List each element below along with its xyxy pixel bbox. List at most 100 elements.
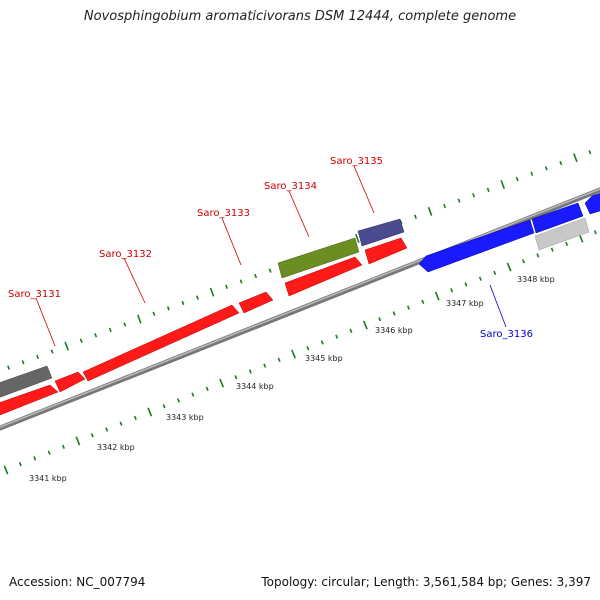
- reverse-genes: [418, 193, 600, 273]
- gene-arrow-gray-left: [0, 365, 53, 398]
- outer-tick: [94, 333, 98, 338]
- inner-tick: [434, 291, 440, 301]
- inner-tick: [378, 317, 382, 322]
- map-title: Novosphingobium aromaticivorans DSM 1244…: [83, 9, 517, 24]
- inner-tick: [234, 375, 238, 380]
- inner-tick: [421, 299, 425, 305]
- outer-tick: [64, 341, 69, 351]
- kbp-label-3342: 3342 kbp: [97, 443, 135, 452]
- inner-tick: [320, 340, 324, 345]
- outer-tick: [181, 300, 185, 306]
- callout-saro-3132: [123, 257, 146, 304]
- outer-tick: [559, 160, 563, 166]
- gene-arrow-blue-3: [584, 193, 600, 215]
- outer-tick: [137, 314, 142, 324]
- inner-tick: [464, 282, 468, 287]
- outer-tick: [486, 187, 490, 193]
- inner-tick: [277, 357, 281, 363]
- kbp-label-3341: 3341 kbp: [29, 474, 67, 483]
- inner-tick: [521, 259, 525, 264]
- inner-tick: [306, 346, 310, 351]
- inner-tick: [133, 415, 137, 421]
- gene-arrow-red-left: [0, 384, 59, 416]
- inner-tick: [392, 311, 396, 316]
- outer-tick: [225, 284, 228, 289]
- inner-tick: [18, 462, 22, 467]
- inner-tick: [62, 444, 65, 449]
- outer-tick: [152, 311, 156, 316]
- kbp-label-3347: 3347 kbp: [446, 299, 484, 308]
- outer-tick: [355, 233, 360, 243]
- inner-tick: [263, 363, 267, 368]
- gene-label-saro-3132: Saro_3132: [99, 249, 152, 260]
- outer-tick: [443, 203, 447, 209]
- inner-tick: [536, 253, 540, 258]
- inner-tick: [335, 334, 339, 339]
- inner-tick: [506, 262, 512, 272]
- gene-arrow-saro-3133: [238, 291, 274, 314]
- inner-tick: [176, 398, 180, 403]
- inner-tick: [205, 386, 209, 392]
- callout-saro-3136: [489, 284, 507, 328]
- label-callouts: [35, 165, 507, 347]
- outer-tick: [414, 214, 417, 219]
- inner-tick: [90, 433, 94, 438]
- callout-saro-3134: [288, 190, 310, 238]
- outer-tick: [457, 198, 461, 203]
- outer-tick: [79, 338, 83, 343]
- inner-tick: [291, 349, 296, 359]
- inner-tick: [349, 328, 353, 334]
- outer-tick: [427, 206, 433, 216]
- gene-label-saro-3131: Saro_3131: [8, 289, 61, 300]
- outer-tick: [500, 180, 506, 189]
- inner-tick: [47, 450, 51, 455]
- gene-label-saro-3134: Saro_3134: [264, 181, 317, 192]
- outer-tick: [36, 354, 40, 359]
- inner-tick: [565, 241, 569, 247]
- genome-backbone-highlight: [0, 188, 600, 428]
- inner-tick: [33, 456, 37, 461]
- inner-tick: [219, 378, 225, 388]
- gene-arrow-blue-2: [531, 202, 584, 234]
- gene-arrow-saro-3134-olive: [277, 237, 360, 279]
- outer-tick: [21, 360, 25, 365]
- inner-tick: [406, 305, 410, 310]
- outer-tick: [123, 322, 127, 327]
- outer-tick: [573, 153, 578, 163]
- outer-tick: [239, 279, 243, 284]
- gene-label-saro-3136: Saro_3136: [480, 329, 533, 340]
- inner-tick: [75, 436, 81, 446]
- inner-tick: [248, 369, 252, 374]
- inner-tick: [162, 404, 166, 409]
- outer-tick: [472, 193, 476, 198]
- callout-saro-3131: [35, 297, 56, 347]
- inner-tick: [450, 288, 454, 293]
- callout-saro-3135: [353, 165, 375, 214]
- kbp-label-3348: 3348 kbp: [517, 275, 555, 284]
- kbp-label-3346: 3346 kbp: [375, 326, 413, 335]
- topology-text: Topology: circular; Length: 3,561,584 bp…: [261, 575, 591, 589]
- kbp-label-3344: 3344 kbp: [236, 382, 274, 391]
- inner-tick: [478, 276, 482, 281]
- inner-tick: [593, 230, 597, 235]
- gene-label-saro-3133: Saro_3133: [197, 208, 250, 219]
- inner-tick: [550, 247, 554, 252]
- gene-label-saro-3135: Saro_3135: [330, 156, 383, 167]
- outer-tick: [530, 171, 534, 176]
- gene-arrow-saro-3134-red: [284, 256, 363, 297]
- accession-text: Accession: NC_007794: [9, 575, 146, 589]
- gene-arrow-saro-3135-purple: [357, 218, 405, 247]
- genome-backbone: [0, 187, 600, 431]
- gene-arrow-saro-3132: [82, 304, 240, 382]
- outer-tick: [166, 306, 170, 311]
- inner-tick: [105, 427, 109, 432]
- gene-arrow-saro-3135-red: [364, 237, 408, 265]
- outer-tick: [268, 268, 272, 273]
- forward-genes: [0, 218, 408, 416]
- gene-arrow-saro-3131: [54, 371, 86, 393]
- gene-arrow-light-gray: [534, 217, 590, 251]
- kbp-label-3343: 3343 kbp: [166, 413, 204, 422]
- outer-tick: [588, 150, 592, 155]
